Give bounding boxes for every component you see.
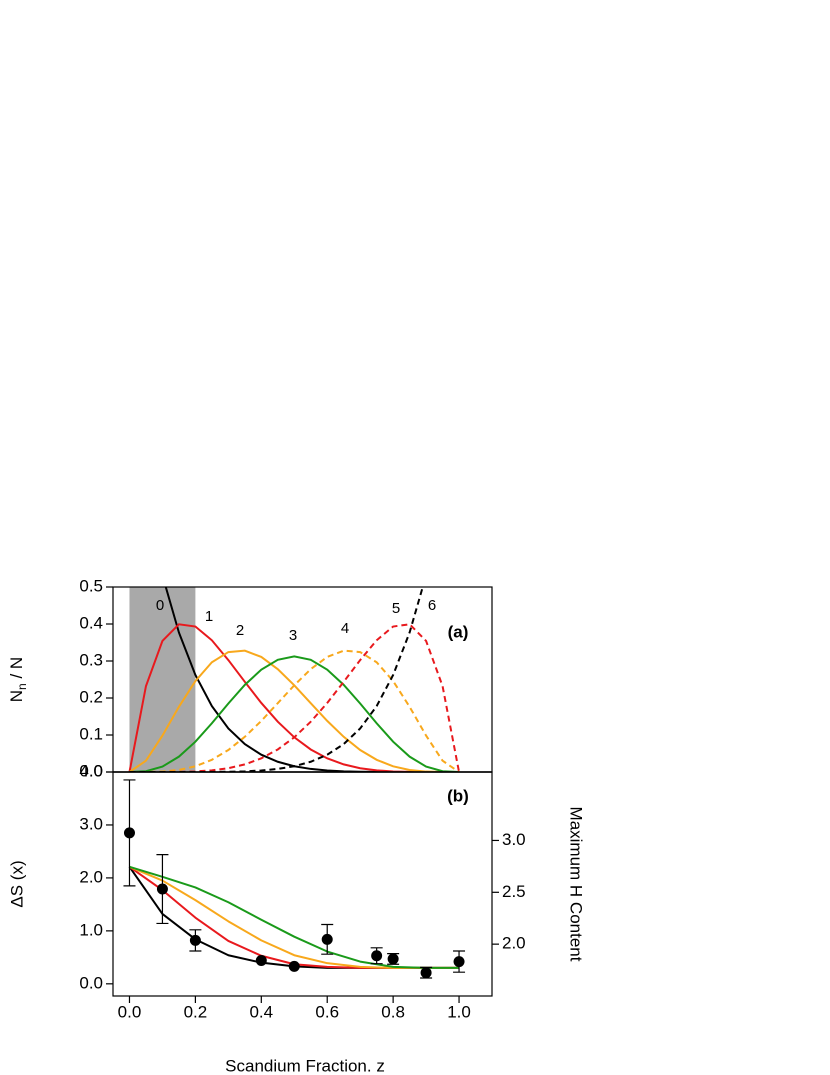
data-point xyxy=(255,955,267,967)
y-label-sub: n xyxy=(15,683,29,690)
panel-label: (a) xyxy=(448,622,469,641)
data-point xyxy=(387,953,399,965)
curves xyxy=(128,587,461,772)
y2-axis-label: Maximum H Content xyxy=(567,807,586,962)
curve-label: 2 xyxy=(236,622,244,639)
curve-label: 4 xyxy=(341,620,349,637)
x-tick-label: 0.4 xyxy=(249,1002,273,1021)
y-label-main: N xyxy=(7,690,26,702)
y-tick-label: 0.1 xyxy=(79,724,103,743)
shaded-region xyxy=(129,587,196,772)
plots: 0 1 2 3 4 5 6 0.0 0.1 0.2 0.3 0.4 0.5 (a) Nn / N 0.0 0.2… xyxy=(7,576,586,1075)
curve xyxy=(129,649,460,772)
model-curve xyxy=(129,865,460,969)
curve-label: 0 xyxy=(156,597,164,614)
y-tick-label: 2.0 xyxy=(79,867,103,886)
data-point xyxy=(371,950,383,962)
y-tick-label: 0.4 xyxy=(79,613,103,632)
data-point xyxy=(453,956,465,968)
y-tick-label: 0.0 xyxy=(79,973,103,992)
y-tick-label: 2.0 xyxy=(502,934,526,953)
y-tick-label: 0.2 xyxy=(79,687,103,706)
y-tick-label: 4.0 xyxy=(79,761,103,780)
curve-label: 6 xyxy=(428,597,436,614)
curves xyxy=(128,865,460,969)
y-tick-label: 0.5 xyxy=(79,576,103,595)
panel-label: (b) xyxy=(447,786,469,805)
y-tick-label: 3.0 xyxy=(502,830,526,849)
x-tick-label: 0.0 xyxy=(118,1002,142,1021)
y-axis-label: Nn / N xyxy=(7,657,29,702)
curve-label: 1 xyxy=(205,608,213,625)
curve-label: 3 xyxy=(289,627,297,644)
plot-frame xyxy=(112,771,493,997)
x-tick-label: 0.8 xyxy=(381,1002,405,1021)
data-point xyxy=(189,934,201,946)
data-point xyxy=(321,933,333,945)
curve xyxy=(129,655,460,772)
x-tick-label: 1.0 xyxy=(447,1002,471,1021)
curve-label: 5 xyxy=(392,600,400,617)
y-label-rest: / N xyxy=(7,657,26,683)
y-tick-label: 3.0 xyxy=(79,814,103,833)
y-tick-label: 0.0 xyxy=(79,761,103,780)
x-axis-label: Scandium Fraction. z xyxy=(225,1056,385,1075)
x-tick-label: 0.6 xyxy=(315,1002,339,1021)
data-point xyxy=(288,960,300,972)
y-axis-label: ΔS (x) xyxy=(7,860,26,907)
y-tick-label: 0.3 xyxy=(79,650,103,669)
y-tick-label: 2.5 xyxy=(502,882,526,901)
y-tick-label: 1.0 xyxy=(79,920,103,939)
data-point xyxy=(156,883,168,895)
data-point xyxy=(420,967,432,979)
data-point xyxy=(123,827,135,839)
x-tick-label: 0.2 xyxy=(184,1002,208,1021)
